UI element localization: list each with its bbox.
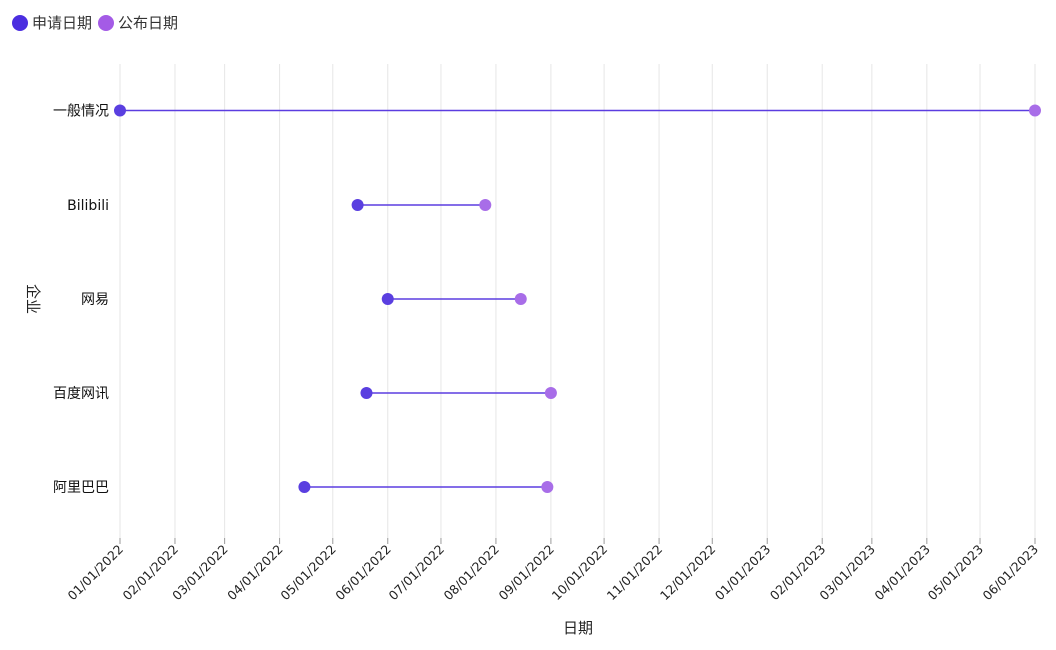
x-tick-label: 07/01/2022 [386,542,448,604]
y-tick-label: 阿里巴巴 [53,480,109,496]
legend: 申请日期 公布日期 [12,12,180,33]
y-tick-label: 网易 [81,292,109,308]
mark-layer [114,104,1041,493]
x-tick-label: 04/01/2022 [224,542,286,604]
x-tick-label: 06/01/2023 [980,542,1042,604]
x-tick-label: 06/01/2022 [332,542,394,604]
grid-layer [119,64,1036,544]
x-tick-label: 09/01/2022 [495,542,557,604]
end-point [514,293,527,305]
x-tick-label: 04/01/2023 [871,542,933,604]
legend-item-apply[interactable]: 申请日期 [12,12,92,33]
legend-item-publish[interactable]: 公布日期 [98,12,178,33]
x-tick-label: 05/01/2023 [925,542,987,604]
y-tick-label: 一般情况 [53,104,109,120]
y-tick-label: 百度网讯 [53,386,109,402]
end-point [544,387,557,399]
start-point [114,104,126,117]
x-axis-title: 日期 [563,619,593,637]
legend-dot-apply [12,14,28,31]
y-tick-label: Bilibili [67,198,109,214]
start-point [351,199,364,211]
x-tick-label: 10/01/2022 [549,542,611,604]
legend-label-publish: 公布日期 [118,14,179,32]
start-point [381,293,394,305]
label-layer: 01/01/202202/01/202203/01/202204/01/2022… [53,104,1041,604]
x-tick-label: 01/01/2022 [65,542,127,604]
x-tick-label: 11/01/2022 [604,542,666,604]
y-axis-title: 企业 [24,284,42,314]
legend-dot-publish [98,14,115,31]
x-tick-label: 08/01/2022 [441,542,503,604]
legend-label-apply: 申请日期 [32,14,93,32]
end-point [1029,104,1041,117]
x-tick-label: 12/01/2022 [657,542,719,604]
start-point [298,481,311,493]
end-point [479,199,492,211]
end-point [541,481,554,493]
x-tick-label: 01/01/2023 [712,542,774,604]
start-point [360,387,373,399]
x-tick-label: 05/01/2022 [277,542,339,604]
